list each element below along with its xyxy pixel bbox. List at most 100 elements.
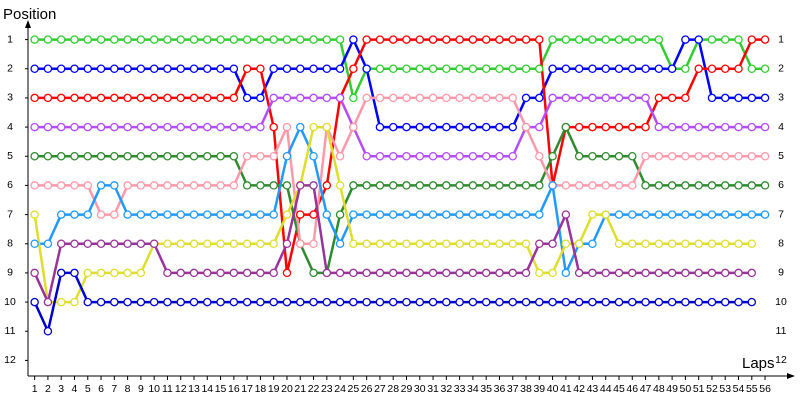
lap-marker [362, 297, 371, 307]
lap-marker [375, 181, 385, 190]
lap-marker [734, 239, 743, 248]
lap-marker [628, 151, 637, 161]
lap-marker [481, 64, 491, 74]
lap-marker [56, 181, 66, 190]
lap-marker [428, 268, 438, 278]
y-tick-label-right: 3 [778, 92, 784, 104]
lap-marker [296, 35, 305, 44]
lap-marker [667, 210, 677, 219]
lap-marker [110, 35, 119, 44]
lap-marker [681, 210, 690, 219]
lap-marker [349, 122, 358, 132]
lap-marker [123, 64, 132, 74]
lap-marker [96, 268, 106, 278]
lap-marker [561, 35, 571, 44]
y-tick-label-right: 9 [778, 267, 784, 279]
lap-marker [760, 35, 770, 44]
lap-marker [30, 122, 39, 132]
x-tick-label: 25 [348, 383, 360, 395]
lap-marker [667, 297, 677, 307]
lap-marker [388, 239, 398, 248]
lap-marker [136, 64, 146, 74]
lap-marker [176, 64, 185, 74]
lap-marker [309, 268, 318, 278]
lap-marker [96, 297, 106, 307]
lap-marker [229, 239, 239, 248]
x-tick-label: 11 [162, 383, 173, 395]
lap-marker [508, 64, 517, 74]
lap-marker [216, 210, 225, 219]
lap-marker [402, 210, 411, 219]
lap-marker [415, 239, 425, 248]
lap-marker [601, 268, 610, 278]
lap-marker [548, 268, 557, 278]
lap-marker [588, 181, 597, 190]
x-tick-label: 27 [374, 383, 386, 395]
lap-marker [176, 93, 185, 103]
x-tick-label: 41 [560, 383, 572, 395]
lap-marker [508, 35, 517, 44]
lap-marker [548, 151, 557, 161]
lap-marker [428, 151, 438, 161]
x-tick-label: 23 [321, 383, 333, 395]
lap-marker [349, 210, 358, 219]
lap-marker [123, 93, 132, 103]
lap-marker [30, 210, 39, 219]
lap-marker [96, 239, 106, 248]
lap-marker [229, 93, 239, 103]
x-tick-label: 16 [228, 383, 240, 395]
lap-marker [521, 122, 531, 132]
lap-marker [176, 239, 185, 248]
lap-marker [123, 268, 132, 278]
lap-marker [694, 181, 703, 190]
lap-marker [256, 181, 265, 190]
x-tick-label: 19 [268, 383, 280, 395]
lap-marker [654, 151, 664, 161]
lap-marker [681, 239, 690, 248]
lap-marker [720, 64, 730, 74]
lap-marker [521, 181, 531, 190]
lap-marker [641, 151, 650, 161]
lap-marker [322, 268, 332, 278]
lap-marker [588, 210, 597, 219]
x-tick-label: 46 [626, 383, 638, 395]
lap-marker [481, 122, 491, 132]
lap-marker [561, 210, 571, 219]
lap-marker [149, 151, 159, 161]
lap-marker [242, 268, 252, 278]
lap-marker [43, 181, 53, 190]
x-tick-label: 24 [334, 383, 346, 395]
lap-marker [588, 297, 597, 307]
lap-marker [415, 122, 425, 132]
lap-marker [667, 93, 677, 103]
lap-marker [362, 93, 371, 103]
lap-marker [720, 210, 730, 219]
lap-marker [667, 122, 677, 132]
lap-marker [83, 122, 93, 132]
x-tick-label: 56 [759, 383, 771, 395]
lap-marker [30, 297, 39, 307]
lap-marker [468, 181, 478, 190]
lap-marker [96, 181, 106, 190]
lap-marker [176, 122, 185, 132]
lap-marker [707, 122, 717, 132]
series-line [34, 38, 766, 129]
lap-marker [681, 181, 690, 190]
lap-marker [136, 151, 146, 161]
lap-marker [242, 151, 252, 161]
lap-marker [481, 210, 491, 219]
lap-marker [163, 210, 172, 219]
lap-marker [30, 268, 39, 278]
lap-marker [176, 181, 185, 190]
lap-marker [747, 239, 757, 248]
lap-marker [269, 297, 278, 307]
lap-marker [322, 122, 332, 132]
lap-marker [561, 181, 571, 190]
lap-marker [707, 35, 717, 44]
lap-marker [561, 64, 571, 74]
lap-marker [375, 93, 385, 103]
lap-marker [256, 297, 265, 307]
lap-marker [176, 210, 185, 219]
lap-marker [402, 64, 411, 74]
x-tick-label: 1 [32, 383, 38, 395]
